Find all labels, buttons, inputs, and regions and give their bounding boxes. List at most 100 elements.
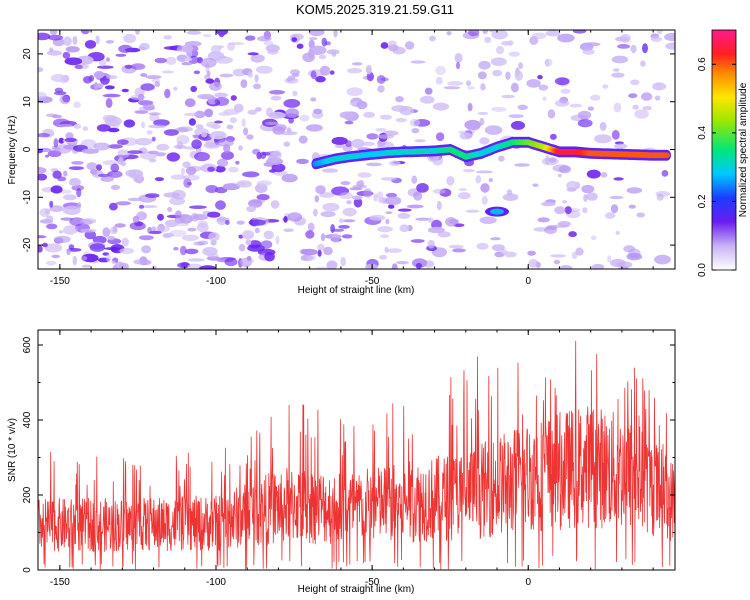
y-tick-label: 0 [22,567,33,573]
noise-blob [62,51,71,59]
noise-blob [330,228,345,232]
snr-series-line [38,340,675,570]
noise-blob [582,48,595,55]
noise-blob [118,44,133,54]
noise-blob [396,261,409,265]
noise-blob [181,167,185,176]
noise-blob [541,201,556,207]
noise-blob [363,111,375,118]
noise-blob [380,177,397,181]
noise-blob [38,245,43,253]
noise-blob [477,71,487,80]
noise-blob [399,106,414,116]
noise-blob [187,263,202,269]
noise-blob [88,75,95,82]
noise-blob [236,180,253,188]
noise-blob [250,54,265,63]
noise-blob [106,57,110,62]
noise-blob [569,103,582,108]
noise-blob [148,124,167,129]
noise-blob [163,129,179,136]
noise-blob [290,69,300,76]
noise-blob [174,223,189,227]
noise-blob [181,61,193,66]
noise-blob [170,174,187,180]
noise-blob [223,108,240,115]
noise-blob [247,52,259,56]
noise-blob [154,57,167,64]
noise-blob [270,95,282,101]
noise-blob [557,173,563,178]
noise-blob [58,123,73,127]
noise-blob [388,40,397,46]
noise-blob [77,202,82,209]
noise-blob [110,163,120,173]
noise-blob [161,70,175,74]
noise-blob [554,77,570,86]
noise-blob [299,114,310,122]
noise-blob [429,35,436,42]
noise-blob [301,256,308,261]
noise-blob [193,241,205,246]
noise-blob [452,248,466,253]
noise-blob [127,150,143,155]
noise-blob [626,252,643,261]
noise-blob [218,30,225,38]
noise-blob [244,35,256,41]
noise-blob [115,201,132,206]
noise-blob [652,82,667,91]
noise-blob [145,75,162,80]
noise-blob [102,227,111,238]
noise-blob [379,254,387,260]
noise-blob [636,212,645,218]
noise-blob [528,259,539,268]
noise-blob [490,237,501,241]
noise-blob [117,149,130,159]
noise-blob [560,88,571,94]
noise-blob [230,95,237,101]
noise-blob [413,191,423,201]
noise-blob [42,242,48,248]
noise-blob [388,204,395,209]
noise-blob [427,217,434,223]
noise-blob [195,124,204,130]
noise-blob [133,259,148,265]
noise-blob [380,42,389,49]
noise-blob [435,76,443,85]
noise-blob [57,176,67,182]
noise-blob [495,45,505,55]
noise-blob [406,204,424,209]
noise-blob [443,86,461,90]
noise-blob [602,84,609,89]
noise-blob [604,212,616,220]
noise-blob [664,32,675,42]
noise-blob [215,200,226,210]
noise-blob [181,234,199,241]
noise-blob [322,168,339,173]
noise-blob [577,119,593,128]
noise-blob [409,118,421,127]
noise-blob [267,155,279,164]
noise-blob [321,37,327,47]
noise-blob [317,249,322,257]
noise-blob [214,92,228,98]
noise-blob [134,110,149,114]
noise-blob [140,83,155,91]
noise-blob [577,110,592,120]
x-tick-label: -50 [365,577,380,588]
noise-blob [129,221,146,231]
noise-blob [209,81,222,91]
colorbar-tick-label: 0.4 [697,125,708,139]
spectrogram-x-axis-label: Height of straight line (km) [298,285,415,296]
noise-blob [517,104,528,111]
noise-blob [123,119,136,128]
noise-blob [623,245,636,253]
noise-blob [600,172,608,178]
noise-blob [466,80,471,87]
noise-blob [100,176,114,182]
noise-blob [95,35,100,45]
noise-blob [475,170,493,174]
noise-blob [102,93,121,98]
